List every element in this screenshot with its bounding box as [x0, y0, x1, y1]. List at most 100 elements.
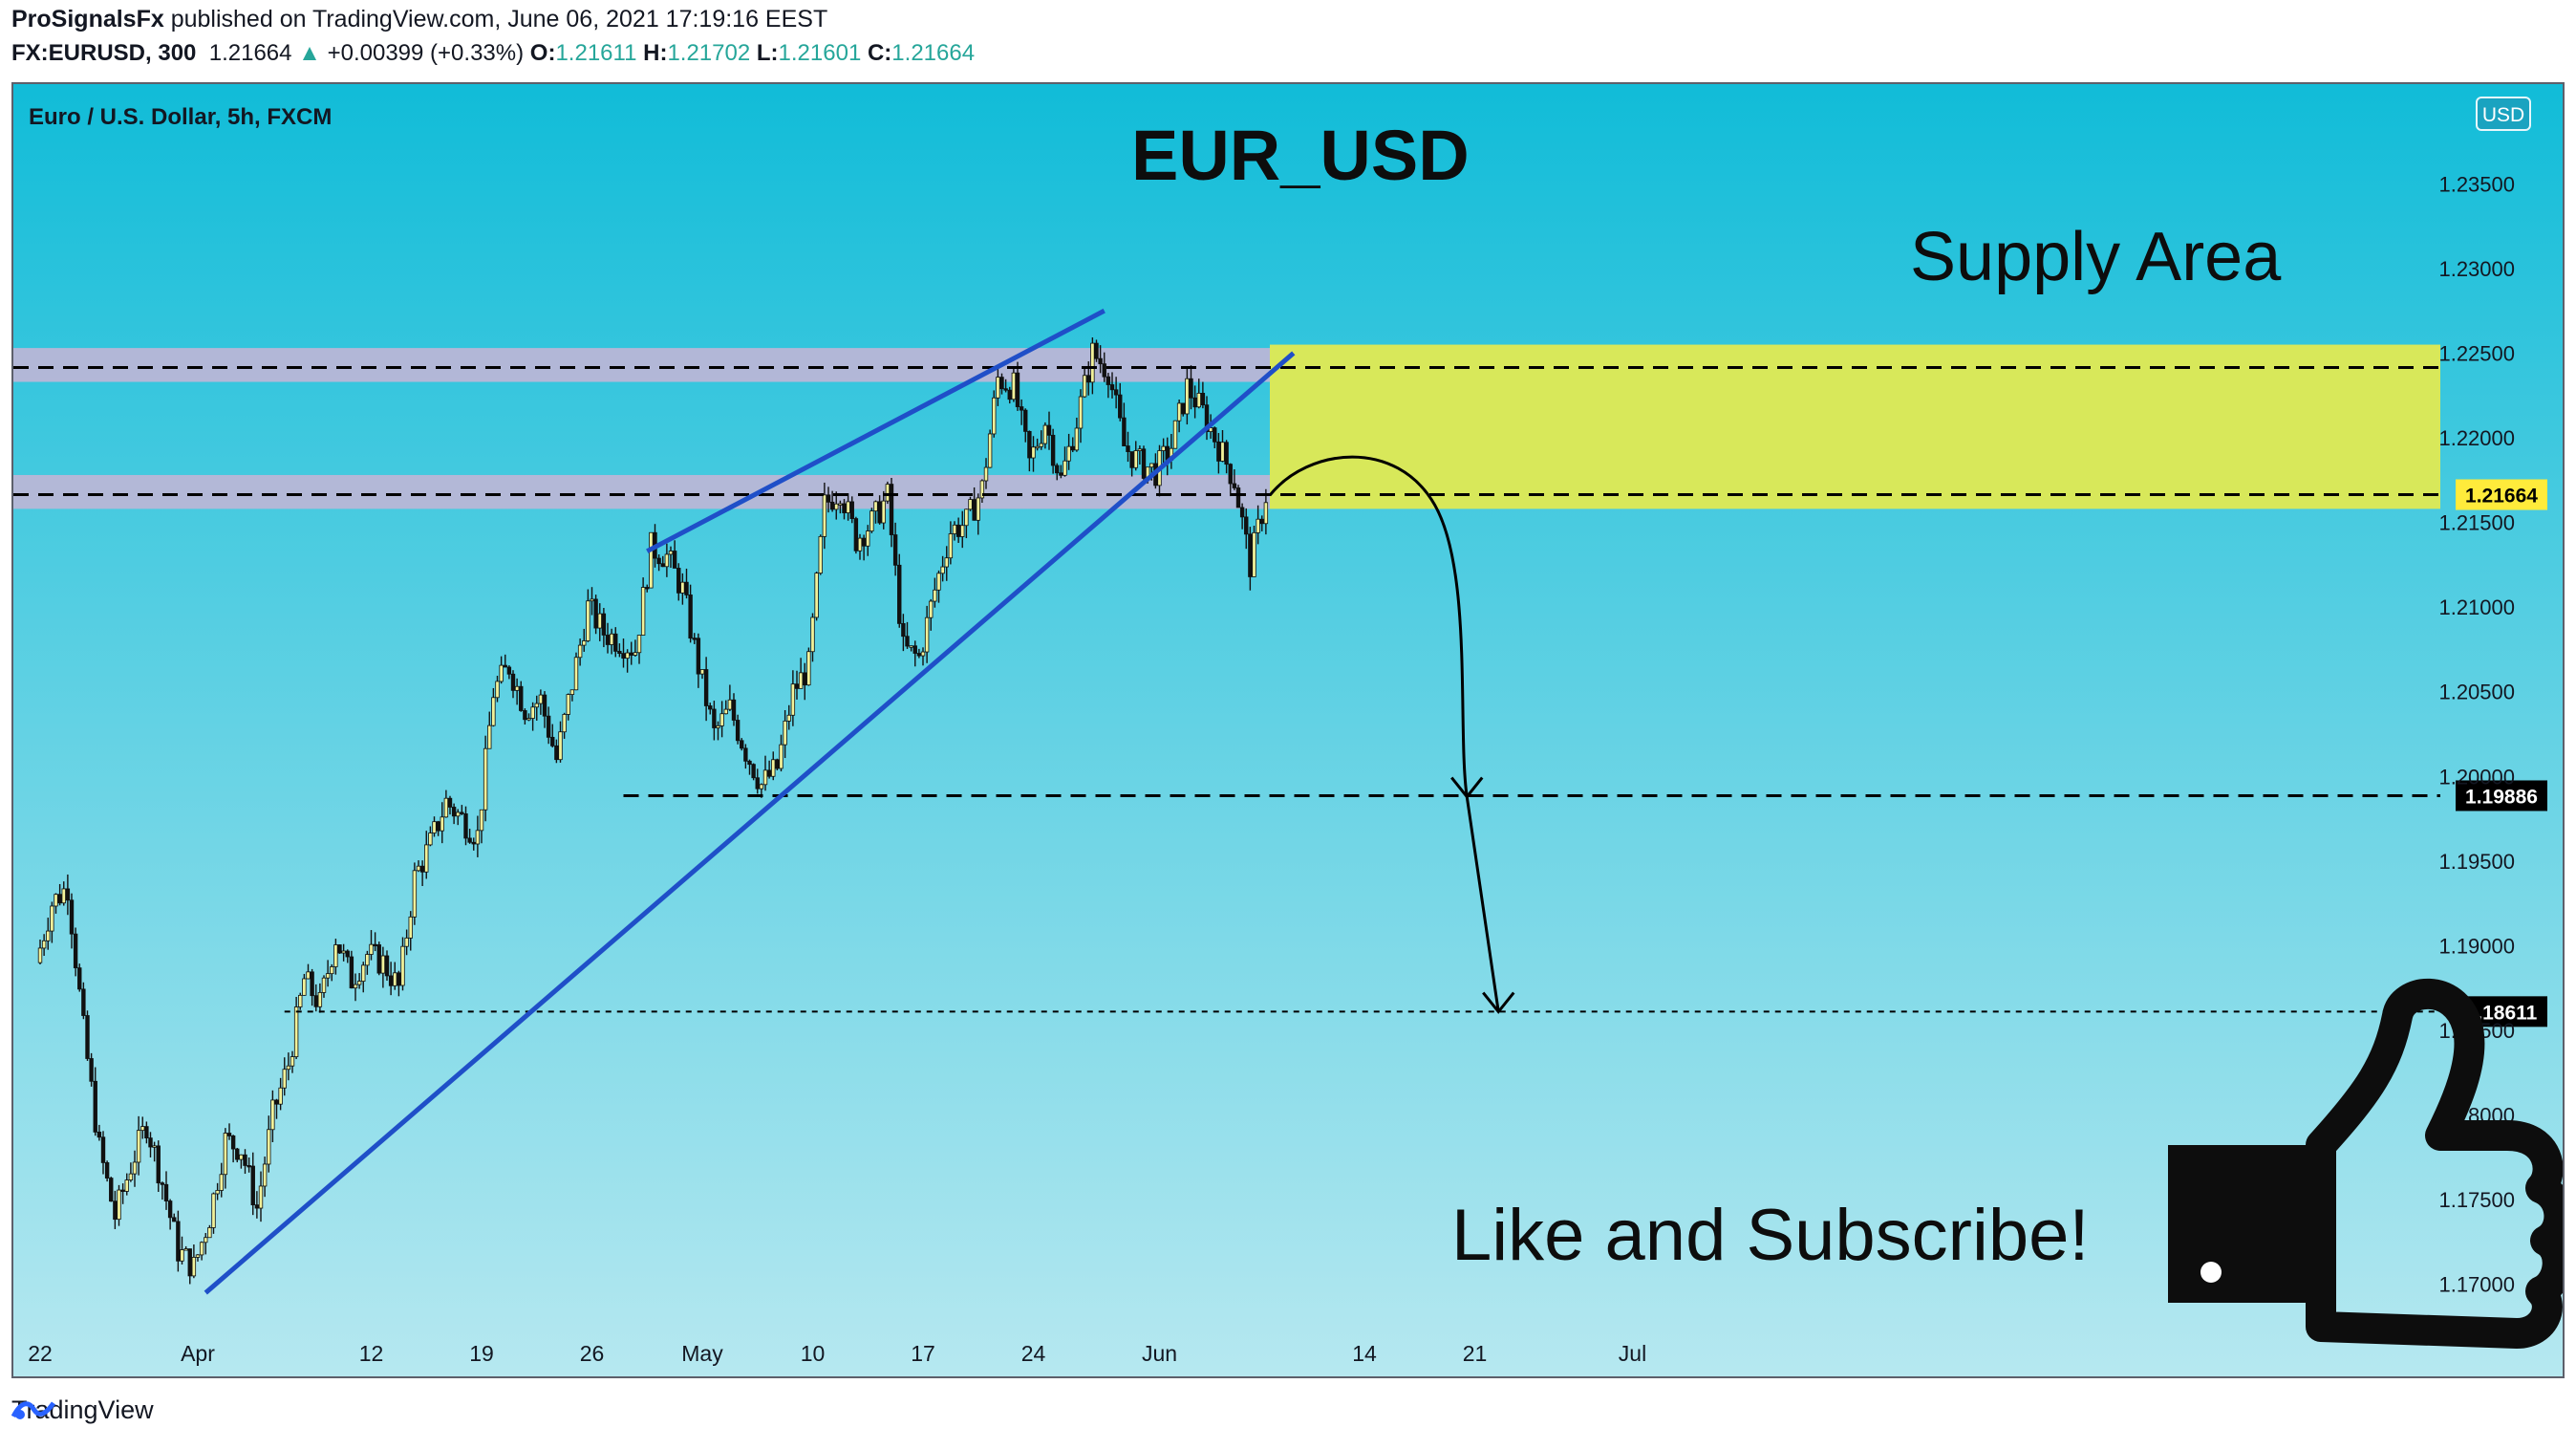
candle-down: [692, 638, 697, 640]
candle-down: [254, 1204, 260, 1209]
candle-up: [41, 940, 47, 949]
candle-down: [120, 1189, 125, 1192]
candle-up: [759, 784, 764, 789]
x-tick-label: 10: [801, 1341, 826, 1366]
candle-down: [889, 484, 894, 535]
open-label: O:: [529, 40, 556, 66]
candle-up: [566, 694, 570, 715]
candle-up: [290, 1056, 295, 1067]
candle-up: [293, 1006, 299, 1057]
candle-up: [577, 644, 583, 659]
candle-up: [408, 916, 413, 939]
y-tick-label: 1.23500: [2438, 172, 2515, 196]
candle-down: [451, 807, 457, 817]
candle-down: [688, 595, 693, 639]
candle-down: [696, 638, 701, 675]
candle-down: [1122, 417, 1127, 446]
candle-down: [735, 720, 741, 742]
candle-up: [432, 821, 437, 833]
chart-frame[interactable]: 1.21664 1.19886 1.18611 1.23500 1.23000 1.22…: [11, 82, 2565, 1378]
candle-down: [376, 944, 381, 974]
candle-up: [866, 530, 870, 547]
candle-up: [191, 1257, 197, 1277]
candle-down: [1003, 388, 1008, 391]
candle-up: [590, 598, 594, 602]
candle-up: [790, 683, 796, 716]
candle-up: [1252, 531, 1256, 577]
candle-up: [723, 708, 728, 715]
y-tick-label: 1.21000: [2438, 595, 2515, 619]
candle-down: [1086, 375, 1091, 383]
currency-badge[interactable]: [2476, 97, 2531, 131]
candle-down: [1094, 342, 1099, 359]
candle-down: [672, 551, 677, 569]
candle-down: [708, 705, 713, 710]
candle-down: [1213, 427, 1217, 443]
candle-up: [1063, 460, 1067, 476]
symbol-label: FX:EURUSD, 300: [11, 40, 197, 66]
candle-up: [1082, 375, 1087, 398]
x-tick-label: 17: [911, 1341, 935, 1366]
candle-down: [1244, 516, 1249, 535]
price-chart[interactable]: 1.21664 1.19886 1.18611 1.23500 1.23000 1.22…: [13, 84, 2563, 1376]
close-value: 1.21664: [891, 40, 976, 66]
projection-arrowhead-2: [1482, 991, 1515, 1014]
candle-down: [1023, 409, 1028, 432]
price-label: 1.18611: [2466, 1002, 2538, 1024]
candle-down: [861, 537, 867, 547]
candle-up: [341, 950, 346, 954]
last-price: 1.21664: [208, 40, 292, 66]
candle-down: [684, 581, 689, 595]
candle-down: [1248, 533, 1253, 577]
candle-down: [1027, 430, 1032, 459]
candle-up: [1133, 450, 1138, 468]
candle-down: [546, 715, 551, 738]
candle-up: [609, 633, 614, 645]
trendline-0[interactable]: [204, 351, 1296, 1295]
y-tick-label: 1.20500: [2438, 681, 2515, 704]
candle-down: [1113, 389, 1119, 396]
candle-up: [219, 1174, 224, 1191]
candle-down: [388, 975, 394, 986]
candle-up: [869, 510, 874, 531]
candle-down: [660, 563, 665, 568]
candle-up: [491, 697, 496, 726]
candle-up: [267, 1129, 271, 1165]
candle-up: [132, 1161, 138, 1175]
candle-down: [519, 685, 524, 711]
candle-up: [929, 600, 934, 618]
candle-down: [471, 841, 476, 845]
candle-up: [1074, 427, 1080, 451]
candle-up: [152, 1145, 157, 1148]
candle-down: [743, 747, 748, 762]
candle-up: [1066, 445, 1071, 462]
candle-up: [534, 703, 539, 708]
candle-down: [1098, 357, 1103, 365]
candle-down: [1019, 406, 1024, 411]
footer-brand[interactable]: TradingView: [11, 1395, 154, 1425]
candle-down: [613, 633, 618, 652]
candle-down: [1129, 451, 1134, 468]
x-tick-label: Apr: [181, 1341, 215, 1366]
candle-up: [1035, 445, 1040, 449]
candle-up: [586, 600, 590, 641]
candle-down: [313, 995, 318, 1007]
candle-up: [140, 1126, 145, 1132]
x-tick-label: May: [681, 1341, 723, 1366]
candle-down: [1181, 402, 1186, 415]
price-label-bg: [2456, 780, 2547, 811]
candle-down: [955, 524, 961, 537]
candle-up: [846, 501, 850, 513]
candle-up: [649, 531, 654, 589]
publisher-name[interactable]: ProSignalsFx: [11, 6, 164, 32]
candle-up: [779, 744, 784, 769]
candle-down: [144, 1126, 149, 1139]
candle-down: [250, 1165, 255, 1206]
price-label: 1.19886: [2465, 786, 2538, 808]
candle-up: [483, 747, 488, 811]
candle-up: [979, 480, 985, 499]
up-triangle-icon: ▲: [298, 40, 321, 66]
candle-down: [747, 760, 752, 766]
trendline-1[interactable]: [646, 308, 1106, 553]
candle-up: [1031, 446, 1036, 459]
